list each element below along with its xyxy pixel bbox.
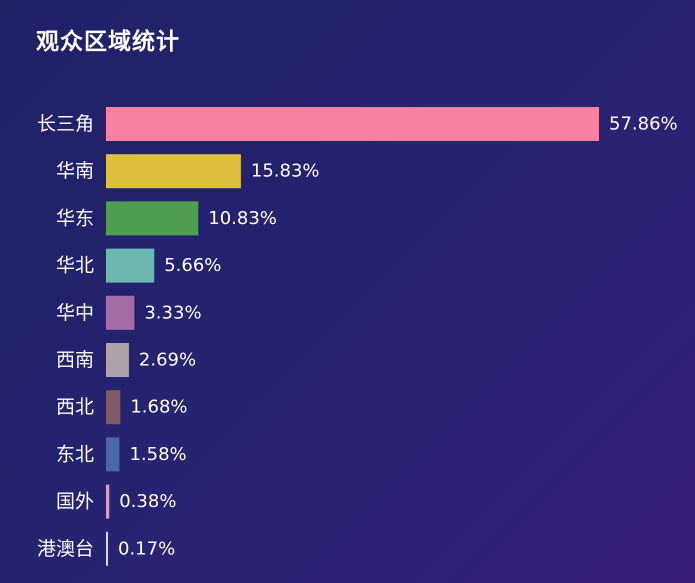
category-label: 长三角 [37,113,94,135]
bar[interactable] [106,154,241,189]
value-label: 10.83% [208,208,277,229]
bar[interactable] [106,248,155,283]
value-label: 15.83% [251,161,320,182]
bar[interactable] [106,390,121,425]
category-label: 西南 [56,349,94,371]
bar[interactable] [106,107,599,141]
value-label: 3.33% [144,302,201,323]
bar[interactable] [106,295,135,330]
category-label: 华北 [56,255,94,277]
category-label: 华中 [56,302,94,324]
category-label: 国外 [56,491,94,513]
bar[interactable] [106,437,120,472]
value-label: 0.38% [119,491,176,512]
value-label: 0.17% [118,538,175,559]
value-label: 57.86% [609,114,678,135]
category-label: 港澳台 [37,538,94,560]
bar[interactable] [106,531,108,566]
category-label: 东北 [56,443,94,465]
value-label: 1.58% [129,444,186,465]
bar[interactable] [106,343,129,377]
value-label: 1.68% [130,397,187,418]
value-label: 2.69% [139,350,196,371]
value-label: 5.66% [164,255,221,276]
bar[interactable] [106,201,199,236]
bar[interactable] [106,484,110,519]
category-label: 华南 [56,160,94,182]
chart-title: 观众区域统计 [36,29,180,55]
category-label: 华东 [56,207,94,229]
category-label: 西北 [56,396,94,418]
